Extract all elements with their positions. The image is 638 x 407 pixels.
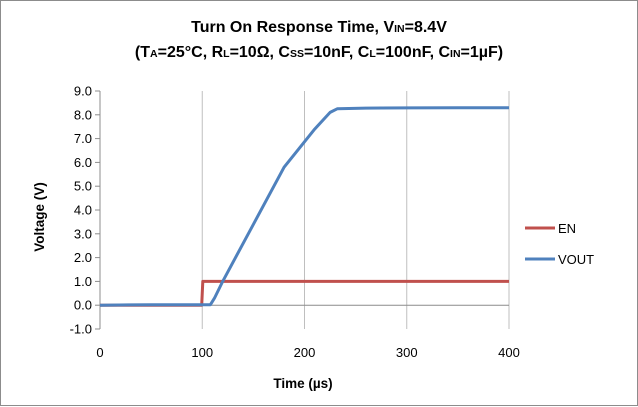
x-tick-label: 400 (498, 345, 520, 360)
y-tick-label: 2.0 (74, 250, 92, 265)
legend-label-en: EN (558, 221, 576, 236)
x-tick-label: 300 (396, 345, 418, 360)
y-tick-label: 7.0 (74, 131, 92, 146)
x-axis-title: Time (µs) (273, 376, 332, 391)
y-tick-label: 6.0 (74, 155, 92, 170)
y-tick-label: -1.0 (70, 322, 92, 337)
series-line-vout (99, 106, 509, 307)
y-tick-label: 9.0 (74, 84, 92, 99)
y-tick-label: 8.0 (74, 107, 92, 122)
y-tick-label: 3.0 (74, 226, 92, 241)
y-axis-title: Voltage (V) (32, 182, 47, 252)
y-tick-label: 5.0 (74, 179, 92, 194)
x-tick-label: 100 (191, 345, 213, 360)
chart-title-line2: (TA=25°C, RL=10Ω, CSS=10nF, CL=100nF, CI… (135, 44, 503, 61)
x-tick-label: 200 (294, 345, 316, 360)
legend-label-vout: VOUT (558, 252, 594, 267)
y-tick-label: 4.0 (74, 203, 92, 218)
chart-title-line1: Turn On Response Time, VIN=8.4V (191, 19, 447, 36)
y-tick-label: 1.0 (74, 274, 92, 289)
y-tick-label: 0.0 (74, 298, 92, 313)
x-tick-label: 0 (96, 345, 103, 360)
